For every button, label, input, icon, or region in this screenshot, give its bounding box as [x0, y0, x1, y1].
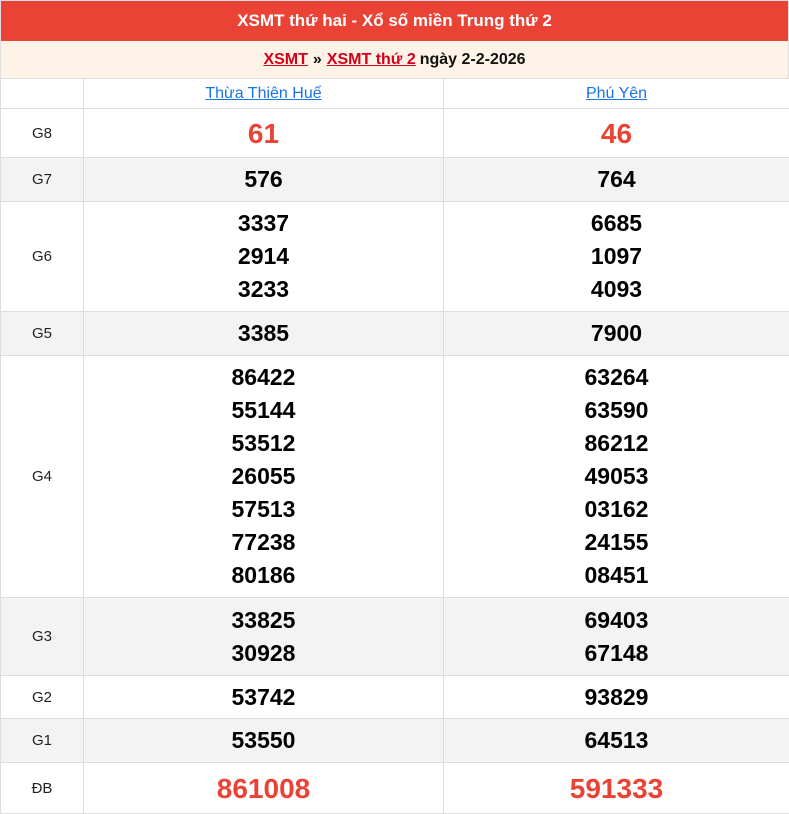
prize-label: G3	[1, 598, 84, 676]
result-number: 08451	[444, 559, 789, 592]
result-number: 53550	[84, 724, 443, 757]
prize-label: G7	[1, 158, 84, 202]
result-number: 26055	[84, 460, 443, 493]
result-cell: 764	[444, 158, 789, 202]
result-number: 61	[84, 117, 443, 150]
result-cell: 53742	[84, 676, 444, 719]
result-number: 57513	[84, 493, 443, 526]
result-number: 861008	[84, 772, 443, 805]
province-link-phu-yen[interactable]: Phú Yên	[586, 85, 647, 102]
result-cell: 93829	[444, 676, 789, 719]
province-header-row: Thừa Thiên Huế Phú Yên	[1, 79, 789, 109]
province-link-thua-thien-hue[interactable]: Thừa Thiên Huế	[205, 85, 321, 102]
result-number: 64513	[444, 724, 789, 757]
result-number: 576	[84, 163, 443, 196]
result-cell: 61	[84, 109, 444, 158]
breadcrumb-separator: »	[313, 51, 322, 69]
result-number: 33825	[84, 604, 443, 637]
result-number: 03162	[444, 493, 789, 526]
result-number: 30928	[84, 637, 443, 670]
result-number: 3385	[84, 317, 443, 350]
result-number: 24155	[444, 526, 789, 559]
result-cell: 53550	[84, 719, 444, 763]
result-number: 3233	[84, 273, 443, 306]
result-number: 67148	[444, 637, 789, 670]
result-number: 86212	[444, 427, 789, 460]
prize-label: G2	[1, 676, 84, 719]
result-cell: 64513	[444, 719, 789, 763]
prize-label: G1	[1, 719, 84, 763]
prize-label: G5	[1, 312, 84, 356]
draw-date: ngày 2-2-2026	[420, 51, 526, 69]
result-number: 2914	[84, 240, 443, 273]
result-number: 764	[444, 163, 789, 196]
result-number: 4093	[444, 273, 789, 306]
result-number: 49053	[444, 460, 789, 493]
result-number: 6685	[444, 207, 789, 240]
result-number: 63264	[444, 361, 789, 394]
result-cell: 3385	[84, 312, 444, 356]
result-number: 63590	[444, 394, 789, 427]
empty-header-cell	[1, 79, 84, 109]
result-number: 591333	[444, 772, 789, 805]
result-number: 93829	[444, 681, 789, 714]
prize-label: G4	[1, 356, 84, 598]
breadcrumb-link-xsmt[interactable]: XSMT	[263, 51, 307, 69]
result-number: 53742	[84, 681, 443, 714]
result-number: 53512	[84, 427, 443, 460]
result-number: 86422	[84, 361, 443, 394]
result-cell: 591333	[444, 763, 789, 814]
result-number: 7900	[444, 317, 789, 350]
prize-label: ĐB	[1, 763, 84, 814]
result-number: 3337	[84, 207, 443, 240]
result-cell: 7900	[444, 312, 789, 356]
breadcrumb-link-xsmt-thu-2[interactable]: XSMT thứ 2	[327, 51, 416, 69]
result-number: 77238	[84, 526, 443, 559]
result-cell: 46	[444, 109, 789, 158]
result-number: 80186	[84, 559, 443, 592]
result-cell: 861008	[84, 763, 444, 814]
breadcrumb: XSMT » XSMT thứ 2 ngày 2-2-2026	[0, 41, 789, 78]
result-number: 46	[444, 117, 789, 150]
prize-label: G6	[1, 202, 84, 312]
result-number: 69403	[444, 604, 789, 637]
result-number: 1097	[444, 240, 789, 273]
page-title: XSMT thứ hai - Xổ số miền Trung thứ 2	[0, 0, 789, 41]
result-number: 55144	[84, 394, 443, 427]
result-cell: 576	[84, 158, 444, 202]
prize-label: G8	[1, 109, 84, 158]
